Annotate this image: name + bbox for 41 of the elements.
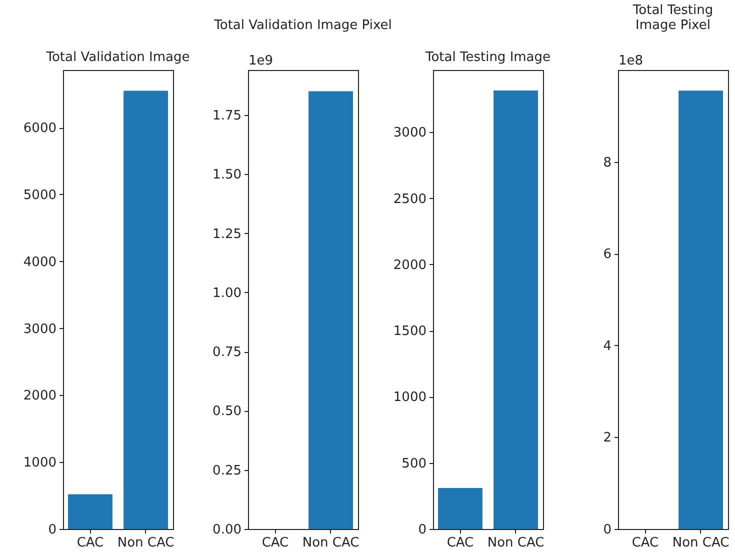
y-tick-label: 0 (48, 522, 56, 538)
y-tick-label: 0.25 (212, 463, 242, 478)
y-tick-label: 3000 (393, 126, 426, 141)
x-tick-label: CAC (632, 536, 659, 550)
y-tick-label: 8 (603, 155, 612, 170)
y-tick-label: 1000 (23, 456, 56, 471)
y-tick-label: 0.50 (212, 404, 242, 420)
y-tick-label: 6000 (23, 121, 56, 136)
y-tick-label: 1500 (393, 324, 426, 340)
y-tick-label: 0 (603, 522, 612, 538)
x-tick-label: CAC (262, 536, 289, 550)
y-tick-label: 2 (603, 430, 612, 446)
text: 1e9 (248, 54, 274, 68)
x-tick-label: CAC (446, 536, 474, 550)
y-tick-label: 0 (418, 522, 426, 538)
y-tick-label: 1.25 (212, 226, 242, 242)
y-tick-label: 2500 (393, 192, 426, 207)
y-tick-label: 4 (603, 338, 612, 354)
chart-title: Total Validation Image Pixel (213, 18, 392, 33)
x-tick-label: Non CAC (672, 536, 730, 550)
y-tick-label: 3000 (23, 322, 56, 337)
text: 1e8 (618, 54, 644, 68)
x-tick-label: CAC (76, 536, 104, 550)
y-tick-label: 2000 (23, 388, 56, 404)
y-tick-label: 4000 (23, 254, 56, 270)
y-tick-label: 1.00 (212, 286, 242, 301)
y-tick-label: 2000 (393, 258, 426, 273)
chart-title: Total Testing Image Pixel (632, 3, 714, 33)
y-tick-label: 1.50 (212, 168, 242, 183)
x-tick-label: Non CAC (117, 536, 174, 550)
y-tick-label: 0.00 (212, 522, 242, 538)
y-tick-label: 0.75 (212, 345, 242, 360)
chart-title: Total Testing Image (424, 50, 551, 65)
y-tick-label: 5000 (23, 188, 56, 203)
y-tick-label: 1000 (393, 390, 426, 406)
x-tick-label: Non CAC (302, 536, 360, 550)
y-tick-label: 500 (402, 456, 426, 472)
chart-title: Total Validation Image (45, 50, 190, 65)
x-tick-label: Non CAC (487, 536, 544, 550)
y-tick-label: 6 (603, 247, 612, 262)
y-tick-label: 1.75 (212, 108, 242, 124)
